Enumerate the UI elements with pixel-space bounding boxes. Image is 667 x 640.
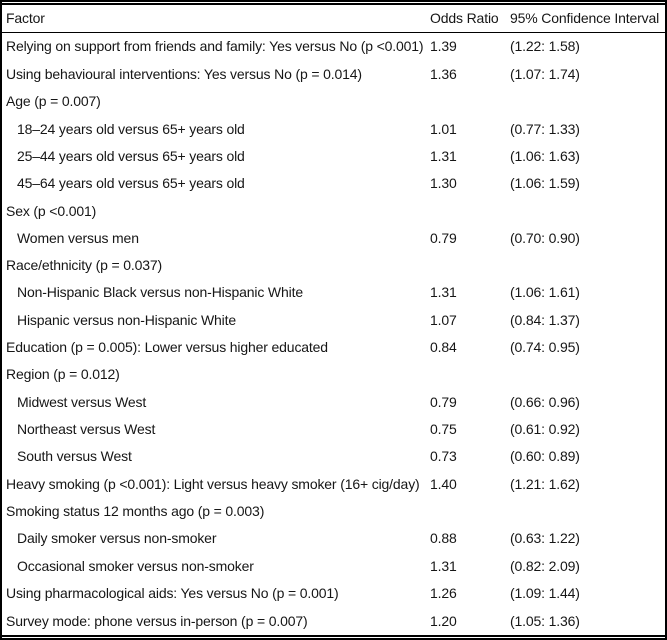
confidence-interval-cell [510, 88, 667, 115]
factor-cell: 45–64 years old versus 65+ years old [17, 175, 245, 192]
table-row: 18–24 years old versus 65+ years old 1.01… [2, 115, 667, 142]
factor-cell: Region (p = 0.012) [6, 366, 120, 383]
odds-ratio-cell [430, 497, 510, 524]
confidence-interval-cell: (0.61: 0.92) [510, 421, 580, 438]
odds-ratio-cell: 1.31 [430, 284, 457, 301]
factor-cell: Occasional smoker versus non-smoker [17, 557, 254, 574]
odds-ratio-cell: 1.01 [430, 120, 457, 137]
odds-ratio-cell [430, 197, 510, 224]
confidence-interval-cell: (0.63: 1.22) [510, 530, 580, 547]
odds-ratio-cell: 1.26 [430, 584, 457, 601]
confidence-interval-cell: (1.09: 1.44) [510, 584, 580, 601]
odds-ratio-cell: 1.31 [430, 147, 457, 164]
table-row: Age (p = 0.007) [2, 88, 667, 115]
header-row: Factor Odds Ratio 95% Confidence Interva… [2, 4, 667, 32]
table-row: Northeast versus West 0.75 (0.61: 0.92) [2, 415, 667, 442]
table-row: Daily smoker versus non-smoker 0.88 (0.63:… [2, 525, 667, 552]
table-row: Race/ethnicity (p = 0.037) [2, 251, 667, 278]
factor-cell: Heavy smoking (p <0.001): Light versus h… [6, 475, 420, 492]
factor-cell: Midwest versus West [17, 393, 147, 410]
confidence-interval-cell: (1.06: 1.59) [510, 175, 580, 192]
odds-ratio-cell: 0.75 [430, 421, 457, 438]
factor-cell: Non-Hispanic Black versus non-Hispanic W… [17, 284, 303, 301]
odds-ratio-cell: 1.40 [430, 475, 457, 492]
confidence-interval-cell [510, 251, 667, 278]
odds-ratio-cell: 1.07 [430, 311, 457, 328]
factor-cell: Smoking status 12 months ago (p = 0.003) [6, 502, 265, 519]
odds-ratio-cell [430, 361, 510, 388]
table-row: Relying on support from friends and fami… [2, 32, 667, 60]
odds-ratio-cell [430, 88, 510, 115]
factor-cell: Education (p = 0.005): Lower versus high… [6, 339, 328, 356]
factor-cell: Using behavioural interventions: Yes ver… [6, 65, 362, 82]
confidence-interval-cell: (0.74: 0.95) [510, 339, 580, 356]
table-row: South versus West 0.73 (0.60: 0.89) [2, 443, 667, 470]
factor-cell: Race/ethnicity (p = 0.037) [6, 257, 163, 274]
factor-cell: Daily smoker versus non-smoker [17, 530, 217, 547]
factor-cell: 18–24 years old versus 65+ years old [17, 120, 245, 137]
table-row: Using pharmacological aids: Yes versus N… [2, 579, 667, 606]
factor-cell: Sex (p <0.001) [6, 202, 97, 219]
table-row: Smoking status 12 months ago (p = 0.003) [2, 497, 667, 524]
factor-cell: Survey mode: phone versus in-person (p =… [6, 612, 308, 629]
factor-cell: Women versus men [17, 229, 139, 246]
confidence-interval-cell: (0.84: 1.37) [510, 311, 580, 328]
confidence-interval-cell: (1.21: 1.62) [510, 475, 580, 492]
odds-ratio-cell: 1.36 [430, 65, 457, 82]
factor-cell: Northeast versus West [17, 421, 156, 438]
table-row: Midwest versus West 0.79 (0.66: 0.96) [2, 388, 667, 415]
confidence-interval-cell: (1.07: 1.74) [510, 65, 580, 82]
factor-cell: Hispanic versus non-Hispanic White [17, 311, 236, 328]
factor-cell: South versus West [17, 448, 132, 465]
confidence-interval-cell: (1.05: 1.36) [510, 612, 580, 629]
confidence-interval-cell: (1.06: 1.61) [510, 284, 580, 301]
odds-ratio-cell: 0.79 [430, 393, 457, 410]
confidence-interval-cell: (1.06: 1.63) [510, 147, 580, 164]
table-row: Non-Hispanic Black versus non-Hispanic W… [2, 279, 667, 306]
col-header-odds-ratio: Odds Ratio [430, 10, 499, 27]
confidence-interval-cell: (0.60: 0.89) [510, 448, 580, 465]
factor-cell: Using pharmacological aids: Yes versus N… [6, 584, 339, 601]
factor-cell: 25–44 years old versus 65+ years old [17, 147, 245, 164]
table-row: Using behavioural interventions: Yes ver… [2, 60, 667, 87]
table-row: 25–44 years old versus 65+ years old 1.31… [2, 142, 667, 169]
odds-ratio-cell: 1.30 [430, 175, 457, 192]
odds-ratio-cell: 0.79 [430, 229, 457, 246]
confidence-interval-cell: (0.66: 0.96) [510, 393, 580, 410]
table-row: Region (p = 0.012) [2, 361, 667, 388]
table-row: 45–64 years old versus 65+ years old 1.30… [2, 170, 667, 197]
results-table: Factor Odds Ratio 95% Confidence Interva… [2, 3, 667, 637]
table-row: Occasional smoker versus non-smoker 1.31 (… [2, 552, 667, 579]
table-row: Hispanic versus non-Hispanic White 1.07 (0… [2, 306, 667, 333]
table-row: Sex (p <0.001) [2, 197, 667, 224]
table-row: Education (p = 0.005): Lower versus high… [2, 333, 667, 360]
odds-ratio-cell: 0.84 [430, 339, 457, 356]
table-body: Relying on support from friends and fami… [2, 32, 667, 636]
odds-ratio-cell: 0.73 [430, 448, 457, 465]
odds-ratio-cell: 0.88 [430, 530, 457, 547]
odds-ratio-cell: 1.20 [430, 612, 457, 629]
factor-cell: Relying on support from friends and fami… [6, 38, 424, 55]
odds-ratio-cell: 1.31 [430, 557, 457, 574]
factor-cell: Age (p = 0.007) [6, 93, 101, 110]
confidence-interval-cell: (0.82: 2.09) [510, 557, 580, 574]
confidence-interval-cell: (0.70: 0.90) [510, 229, 580, 246]
table-row: Women versus men 0.79 (0.70: 0.90) [2, 224, 667, 251]
confidence-interval-cell: (1.22: 1.58) [510, 38, 580, 55]
table-row: Survey mode: phone versus in-person (p =… [2, 607, 667, 636]
col-header-factor: Factor [6, 10, 45, 27]
confidence-interval-cell [510, 197, 667, 224]
odds-ratio-cell [430, 251, 510, 278]
confidence-interval-cell [510, 497, 667, 524]
table-row: Heavy smoking (p <0.001): Light versus h… [2, 470, 667, 497]
odds-ratio-cell: 1.39 [430, 38, 457, 55]
col-header-confidence-interval: 95% Confidence Interval [510, 10, 660, 27]
confidence-interval-cell: (0.77: 1.33) [510, 120, 580, 137]
confidence-interval-cell [510, 361, 667, 388]
